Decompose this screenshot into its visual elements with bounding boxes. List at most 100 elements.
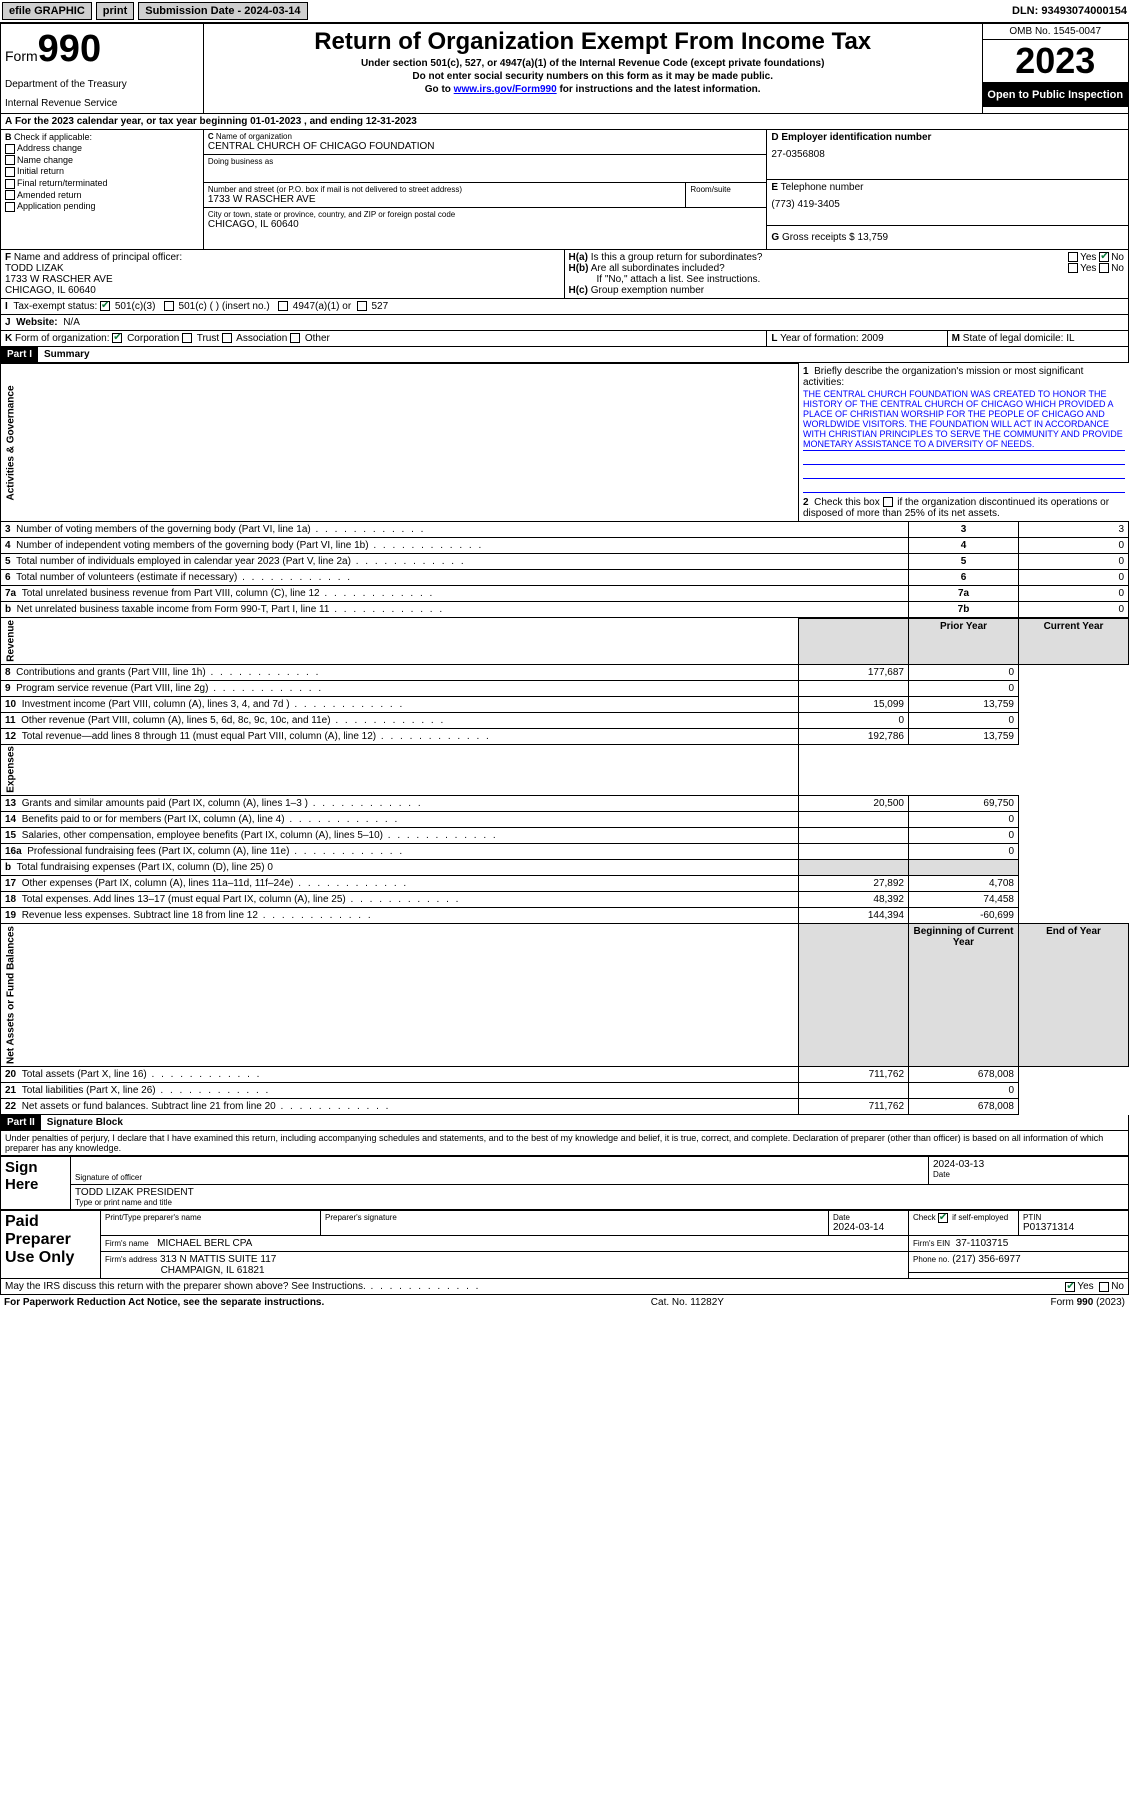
4947-box[interactable] bbox=[278, 301, 288, 311]
pra-notice: For Paperwork Reduction Act Notice, see … bbox=[4, 1297, 324, 1308]
irs-label: Internal Revenue Service bbox=[5, 98, 199, 109]
opt-4947: 4947(a)(1) or bbox=[293, 301, 351, 312]
domicile-value: IL bbox=[1066, 333, 1074, 344]
discuss-no-box[interactable] bbox=[1099, 1282, 1109, 1292]
section-j: J Website: N/A bbox=[1, 315, 1128, 330]
officer-name: TODD LIZAK bbox=[5, 263, 64, 274]
hb-yes: Yes bbox=[1080, 263, 1096, 274]
form-ref: Form 990 (2023) bbox=[1051, 1297, 1125, 1308]
gross-receipts-value: 13,759 bbox=[858, 232, 889, 243]
tax-year: 2023 bbox=[983, 40, 1129, 83]
opt-501c: 501(c) ( ) (insert no.) bbox=[179, 301, 270, 312]
exp-row: 19 Revenue less expenses. Subtract line … bbox=[1, 908, 1129, 924]
hb-label: Are all subordinates included? bbox=[591, 263, 725, 274]
omb-number: OMB No. 1545-0047 bbox=[983, 24, 1129, 40]
city-label: City or town, state or province, country… bbox=[208, 210, 763, 219]
addr-label: Number and street (or P.O. box if mail i… bbox=[208, 185, 682, 194]
opt-initial: Initial return bbox=[17, 166, 64, 176]
ptin-label: PTIN bbox=[1023, 1213, 1124, 1222]
mission-text: THE CENTRAL CHURCH FOUNDATION WAS CREATE… bbox=[803, 388, 1125, 451]
gov-row: b Net unrelated business taxable income … bbox=[1, 601, 1129, 618]
firm-name: MICHAEL BERL CPA bbox=[157, 1238, 252, 1249]
self-emp-box[interactable] bbox=[938, 1213, 948, 1223]
form-org-label: Form of organization: bbox=[15, 333, 110, 344]
sig-date-label: Date bbox=[933, 1170, 1124, 1179]
section-k: K Form of organization: Corporation Trus… bbox=[1, 331, 767, 346]
org-name-label: Name of organization bbox=[216, 132, 292, 141]
net-row: 22 Net assets or fund balances. Subtract… bbox=[1, 1099, 1129, 1115]
checkbox-initial-return[interactable] bbox=[5, 167, 15, 177]
open-public: Open to Public Inspection bbox=[983, 83, 1129, 107]
corp-box[interactable] bbox=[112, 333, 122, 343]
ha-yes-box[interactable] bbox=[1068, 252, 1078, 262]
street-address: 1733 W RASCHER AVE bbox=[208, 194, 682, 205]
prep-date-value: 2024-03-14 bbox=[833, 1222, 904, 1233]
part1-title: Summary bbox=[38, 347, 96, 362]
part2-header: Part II Signature Block bbox=[0, 1115, 1129, 1131]
opt-pending: Application pending bbox=[17, 201, 96, 211]
gov-row: 6 Total number of volunteers (estimate i… bbox=[1, 569, 1129, 585]
ha-label: Is this a group return for subordinates? bbox=[591, 252, 763, 263]
opt-corp: Corporation bbox=[127, 333, 179, 344]
subtitle-2: Do not enter social security numbers on … bbox=[208, 71, 978, 82]
501c-box[interactable] bbox=[164, 301, 174, 311]
hb-yes-box[interactable] bbox=[1068, 263, 1078, 273]
ha-no: No bbox=[1111, 252, 1124, 263]
exp-row: 13 Grants and similar amounts paid (Part… bbox=[1, 796, 1129, 812]
form990-link[interactable]: www.irs.gov/Form990 bbox=[454, 84, 557, 95]
part1-label: Part I bbox=[1, 347, 38, 362]
discuss-no: No bbox=[1111, 1281, 1124, 1292]
org-name: CENTRAL CHURCH OF CHICAGO FOUNDATION bbox=[208, 141, 763, 152]
opt-final: Final return/terminated bbox=[17, 178, 108, 188]
discuss-yes-box[interactable] bbox=[1065, 1282, 1075, 1292]
subtitle-3: Go to www.irs.gov/Form990 for instructio… bbox=[208, 84, 978, 95]
dept-treasury: Department of the Treasury bbox=[5, 79, 199, 90]
end-year-hdr: End of Year bbox=[1019, 924, 1129, 1067]
opt-527: 527 bbox=[372, 301, 389, 312]
checkbox-name-change[interactable] bbox=[5, 155, 15, 165]
checkbox-address-change[interactable] bbox=[5, 144, 15, 154]
rev-row: 11 Other revenue (Part VIII, column (A),… bbox=[1, 712, 1129, 728]
ein-value: 27-0356808 bbox=[771, 149, 1124, 160]
checkbox-pending[interactable] bbox=[5, 202, 15, 212]
checkbox-amended[interactable] bbox=[5, 190, 15, 200]
officer-city: CHICAGO, IL 60640 bbox=[5, 285, 96, 296]
527-box[interactable] bbox=[357, 301, 367, 311]
hc-label: Group exemption number bbox=[591, 285, 704, 296]
trust-box[interactable] bbox=[182, 333, 192, 343]
exp-row: 14 Benefits paid to or for members (Part… bbox=[1, 812, 1129, 828]
opt-amended: Amended return bbox=[17, 190, 82, 200]
gov-row: 3 Number of voting members of the govern… bbox=[1, 521, 1129, 537]
hb-no-box[interactable] bbox=[1099, 263, 1109, 273]
form-num: 990 bbox=[38, 28, 101, 70]
efile-button[interactable]: efile GRAPHIC bbox=[2, 2, 92, 20]
year-formation: 2009 bbox=[861, 333, 883, 344]
check-applicable-label: Check if applicable: bbox=[14, 132, 92, 142]
mission-blank2 bbox=[803, 465, 1125, 479]
firm-city: CHAMPAIGN, IL 61821 bbox=[161, 1265, 265, 1276]
checkbox-final-return[interactable] bbox=[5, 179, 15, 189]
officer-addr: 1733 W RASCHER AVE bbox=[5, 274, 113, 285]
firm-addr: 313 N MATTIS SUITE 117 bbox=[160, 1254, 276, 1265]
prep-sig-label: Preparer's signature bbox=[325, 1213, 824, 1222]
expenses-label: Expenses bbox=[1, 744, 799, 796]
rev-row: 10 Investment income (Part VIII, column … bbox=[1, 696, 1129, 712]
section-f: F Name and address of principal officer:… bbox=[1, 250, 565, 298]
ha-no-box[interactable] bbox=[1099, 252, 1109, 262]
declaration-text: Under penalties of perjury, I declare th… bbox=[0, 1131, 1129, 1156]
form-header: Form990 Department of the Treasury Inter… bbox=[0, 23, 1129, 114]
phone-label: Telephone number bbox=[781, 182, 864, 193]
section-h: H(a) Is this a group return for subordin… bbox=[565, 250, 1129, 298]
form-number: Form990 bbox=[5, 28, 199, 71]
tax-exempt-label: Tax-exempt status: bbox=[13, 301, 97, 312]
officer-typed-name: TODD LIZAK PRESIDENT bbox=[75, 1187, 1124, 1198]
print-button[interactable]: print bbox=[96, 2, 134, 20]
other-box[interactable] bbox=[290, 333, 300, 343]
summary-table: Activities & Governance 1 Briefly descri… bbox=[0, 363, 1129, 1115]
q1-label: Briefly describe the organization's miss… bbox=[803, 366, 1083, 388]
ein-label: Employer identification number bbox=[781, 132, 931, 143]
gov-row: 5 Total number of individuals employed i… bbox=[1, 553, 1129, 569]
assoc-box[interactable] bbox=[222, 333, 232, 343]
q2-box[interactable] bbox=[883, 497, 893, 507]
501c3-box[interactable] bbox=[100, 301, 110, 311]
